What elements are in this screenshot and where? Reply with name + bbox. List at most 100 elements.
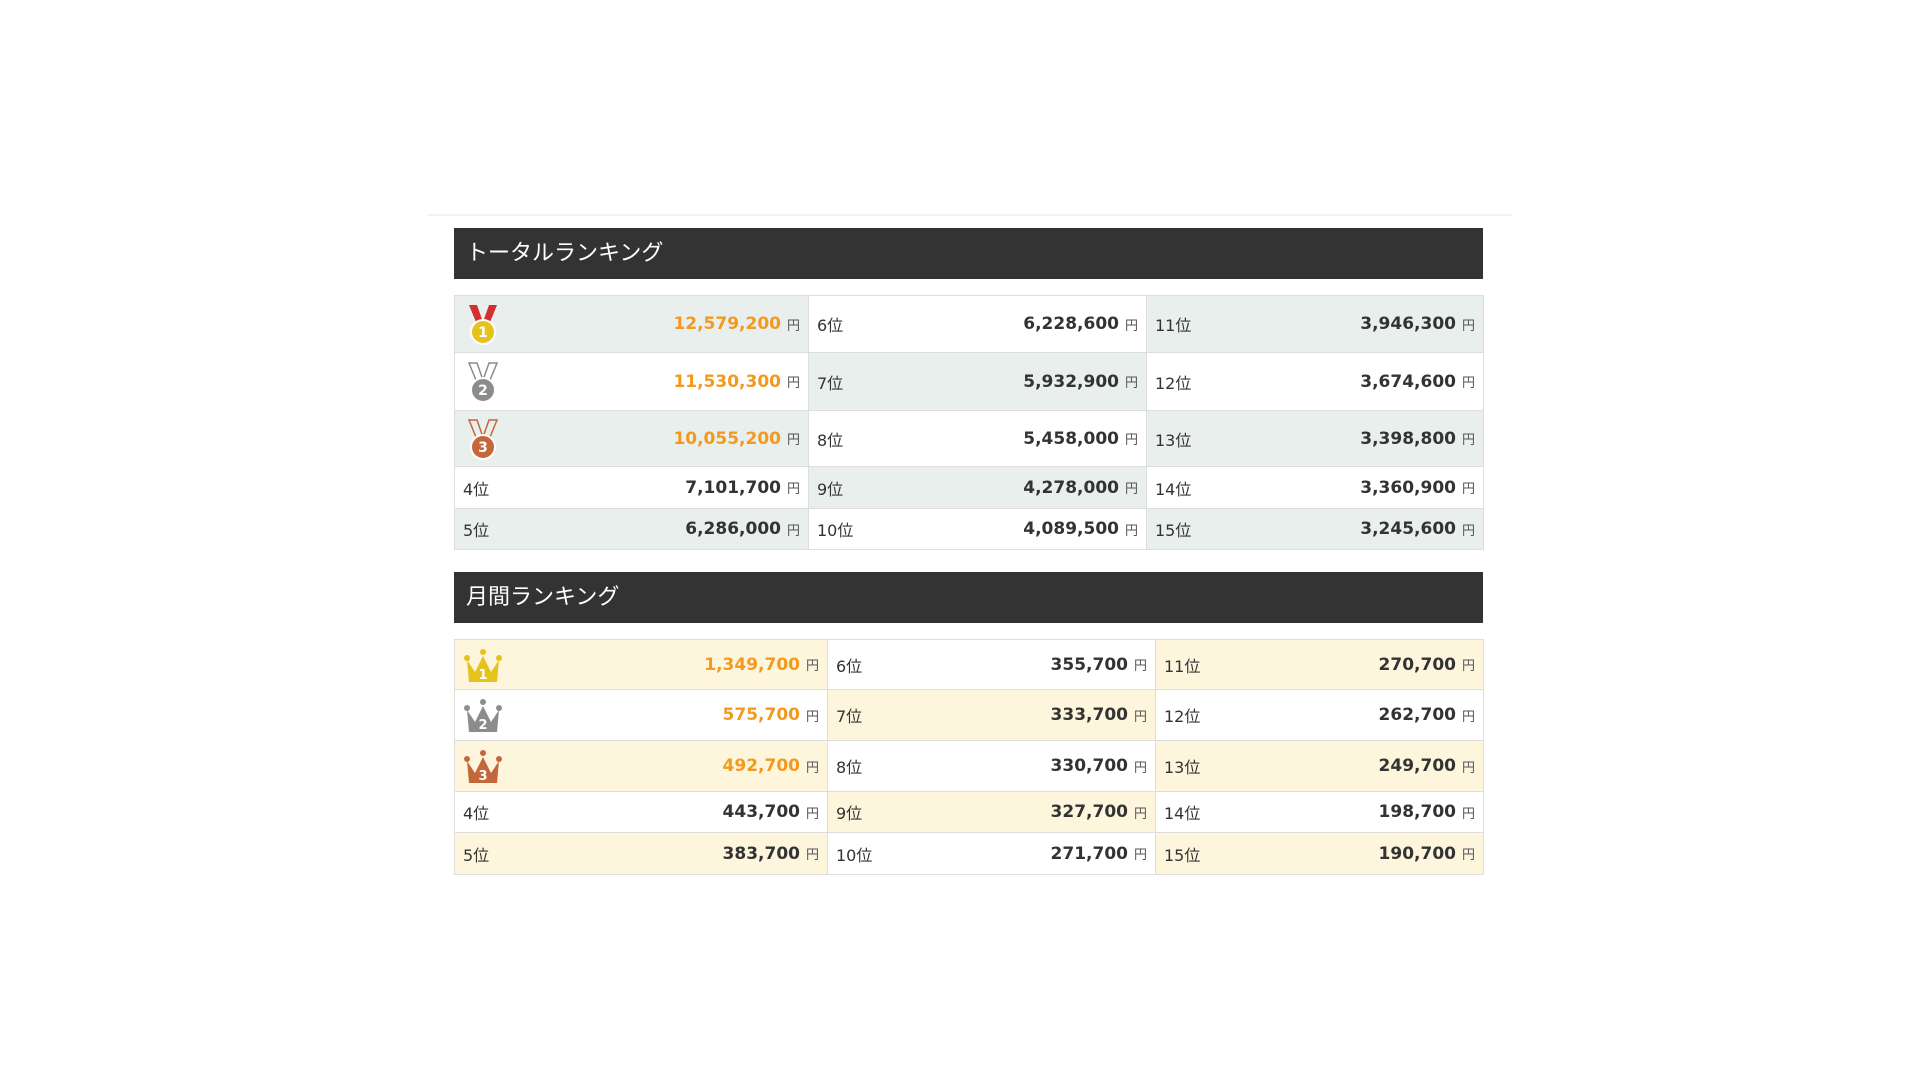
cell-content: 11位 3,946,300 円: [1155, 312, 1475, 336]
rank-icon: 2: [467, 361, 499, 403]
amount: 5,932,900: [1023, 371, 1119, 392]
unit: 円: [1461, 848, 1475, 863]
ranking-cell: 3 492,700 円: [454, 740, 828, 792]
rank-area: 11位: [1164, 653, 1379, 677]
ranking-cell: 4位 443,700 円: [454, 791, 828, 833]
rank-area: 8位: [836, 754, 1051, 778]
unit: 円: [805, 806, 819, 822]
rank-label: 6位: [836, 656, 863, 676]
amount: 198,700: [1378, 802, 1456, 822]
unit: 円: [805, 709, 819, 725]
amount: 3,946,300: [1360, 314, 1456, 334]
cell-content: 13位 249,700 円: [1164, 754, 1475, 778]
ranking-cell: 14位 3,360,900 円: [1146, 466, 1484, 509]
badge: 2: [478, 718, 487, 733]
unit: 円: [1124, 318, 1138, 334]
ranking-panel: トータルランキング 1 12,579,200 円 6位 6,228,600 円 11位 3,94…: [428, 214, 1512, 897]
ranking-row: 1 12,579,200 円 6位 6,228,600 円 11位 3,946,300 円: [454, 295, 1484, 353]
cell-content: 3 10,055,200 円: [463, 418, 800, 460]
rank-label: 10位: [836, 845, 873, 865]
cell-content: 3 492,700 円: [463, 745, 819, 787]
amount: 330,700: [1050, 756, 1128, 776]
ranking-cell: 8位 5,458,000 円: [808, 410, 1147, 467]
unit: 円: [1133, 659, 1147, 674]
unit: 円: [786, 318, 800, 334]
cell-content: 10位 271,700 円: [836, 842, 1147, 866]
rank-label: 11位: [1155, 316, 1192, 335]
ranking-cell: 6位 6,228,600 円: [808, 295, 1147, 353]
amount: 7,101,700: [685, 477, 781, 498]
ranking-cell: 14位 198,700 円: [1155, 791, 1484, 833]
crown-dot: [496, 705, 502, 711]
unit: 円: [1461, 659, 1475, 674]
rank-area: 10位: [817, 517, 1023, 541]
crown-dot: [480, 648, 486, 655]
rank-area: 15位: [1164, 842, 1379, 866]
ranking-cell: 1 1,349,700 円: [454, 639, 828, 690]
cell-content: 4位 443,700 円: [463, 800, 819, 824]
unit: 円: [1461, 318, 1475, 334]
rank-label: 9位: [836, 804, 863, 823]
ranking-cell: 7位 333,700 円: [827, 689, 1156, 741]
crown: [467, 655, 499, 682]
rank-area: 3: [463, 745, 723, 787]
amount: 262,700: [1378, 705, 1456, 725]
unit: 円: [1133, 806, 1147, 822]
unit: 円: [786, 376, 800, 391]
rank-area: 12位: [1155, 370, 1360, 394]
rank-area: 4位: [463, 476, 685, 500]
rank-area: 13位: [1155, 427, 1360, 451]
rank-label: 14位: [1155, 479, 1192, 499]
ranking-section: トータルランキング 1 12,579,200 円 6位 6,228,600 円 11位 3,94…: [454, 228, 1484, 550]
ranking-cell: 11位 270,700 円: [1155, 639, 1484, 690]
unit: 円: [1124, 482, 1138, 497]
section-title: トータルランキング: [454, 228, 1483, 279]
rank-area: 3: [463, 418, 673, 460]
unit: 円: [1124, 523, 1138, 539]
amount: 270,700: [1378, 654, 1456, 675]
ranking-cell: 10位 4,089,500 円: [808, 508, 1147, 550]
rank-area: 2: [463, 694, 723, 736]
cell-content: 15位 190,700 円: [1164, 842, 1475, 866]
cell-content: 11位 270,700 円: [1164, 653, 1475, 677]
rank-label: 13位: [1155, 430, 1192, 450]
amount: 12,579,200: [673, 314, 781, 334]
rank-area: 7位: [836, 703, 1051, 727]
rank-area: 12位: [1164, 703, 1379, 727]
rank-area: 11位: [1155, 312, 1360, 336]
unit: 円: [1133, 760, 1147, 776]
rank-area: 5位: [463, 517, 685, 541]
cell-content: 6位 355,700 円: [836, 653, 1147, 677]
ranking-row: 1 1,349,700 円 6位 355,700 円 11位 270,700 円: [454, 639, 1484, 690]
medal: [470, 319, 496, 345]
ranking-cell: 12位 262,700 円: [1155, 689, 1484, 741]
rank-area: 9位: [817, 476, 1023, 500]
ranking-cell: 5位 6,286,000 円: [454, 508, 809, 550]
rank-area: 5位: [463, 842, 723, 866]
medal: [470, 433, 496, 460]
ranking-row: 5位 6,286,000 円 10位 4,089,500 円 15位 3,245,600 円: [454, 508, 1484, 550]
section-title: 月間ランキング: [454, 572, 1483, 623]
unit: 円: [1461, 709, 1475, 725]
rank-area: 6位: [817, 312, 1023, 336]
amount: 3,674,600: [1360, 371, 1456, 392]
ranking-row: 3 10,055,200 円 8位 5,458,000 円 13位 3,398,800 円: [454, 410, 1484, 467]
ranking-table: 1 12,579,200 円 6位 6,228,600 円 11位 3,946,300 円 2 11…: [454, 295, 1484, 550]
ranking-cell: 5位 383,700 円: [454, 832, 828, 875]
ranking-row: 4位 7,101,700 円 9位 4,278,000 円 14位 3,360,900 円: [454, 466, 1484, 509]
rank-area: 14位: [1155, 476, 1360, 500]
amount: 6,286,000: [685, 519, 781, 539]
unit: 円: [1461, 806, 1475, 822]
ranking-cell: 13位 249,700 円: [1155, 740, 1484, 792]
unit: 円: [805, 659, 819, 674]
cell-content: 7位 333,700 円: [836, 703, 1147, 727]
cell-content: 13位 3,398,800 円: [1155, 427, 1475, 451]
amount: 383,700: [722, 843, 800, 864]
crown-dot: [464, 654, 470, 661]
ranking-cell: 2 575,700 円: [454, 689, 828, 741]
badge: 1: [478, 668, 487, 683]
rank-label: 15位: [1155, 521, 1192, 540]
unit: 円: [1124, 433, 1138, 448]
medal: [470, 376, 496, 403]
rank-area: 13位: [1164, 754, 1379, 778]
